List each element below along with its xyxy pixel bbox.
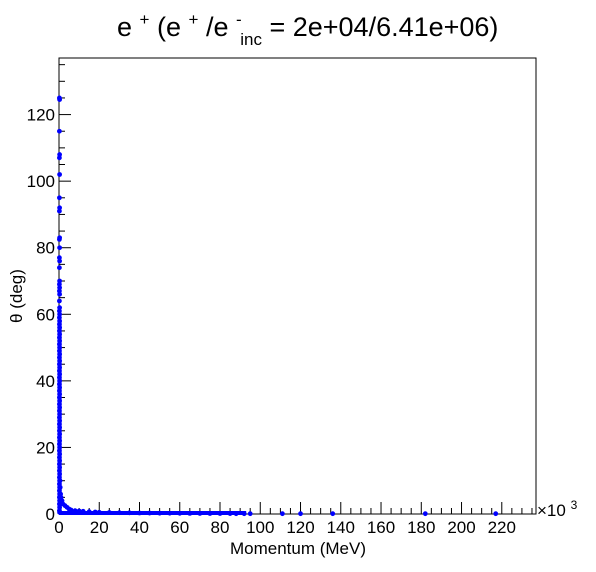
x-tick-label: 60: [170, 518, 189, 537]
data-point: [57, 172, 63, 177]
x-tick-label: 100: [246, 518, 274, 537]
data-point: [57, 195, 62, 201]
axis-ticks: [58, 64, 533, 515]
title-tail: = 2e+04/6.41e+06): [269, 12, 498, 42]
y-tick-label: 40: [36, 372, 55, 391]
data-point: [280, 511, 285, 517]
x-tick-label: 40: [130, 518, 149, 537]
data-point: [57, 97, 63, 103]
x-tick-label: 140: [327, 518, 355, 537]
data-point: [330, 511, 336, 517]
data-point: [57, 298, 62, 304]
y-tick-label: 0: [46, 505, 55, 524]
y-tick-label: 100: [27, 172, 55, 191]
data-point: [57, 265, 62, 271]
data-point: [422, 511, 428, 517]
x-tick-label: 80: [211, 518, 230, 537]
y-axis-title: θ (deg): [7, 269, 26, 323]
data-point: [57, 245, 63, 251]
y-tick-label: 80: [36, 239, 55, 258]
data-point: [493, 511, 499, 517]
title-slash: /e: [206, 12, 229, 42]
title-sup-3: -: [236, 10, 242, 29]
data-point: [247, 511, 253, 517]
x-tick-label: 200: [447, 518, 475, 537]
data-points: [57, 95, 499, 517]
plot-frame: [58, 57, 537, 515]
chart-title: e + (e + /e - inc = 2e+04/6.41e+06): [117, 1, 498, 51]
data-point: [298, 511, 303, 517]
x-tick-label: 20: [90, 518, 109, 537]
y-tick-label: 120: [27, 106, 55, 125]
data-point: [57, 208, 62, 214]
title-sub: inc: [240, 30, 262, 49]
x-tick-label: 160: [367, 518, 395, 537]
x-exponent-base: ×10: [537, 501, 566, 520]
data-point: [57, 128, 62, 134]
title-base: e: [117, 12, 132, 42]
x-tick-labels: 0 20 40 60 80 100 120 140 160 180 200 220: [54, 518, 516, 537]
x-tick-label: 180: [407, 518, 435, 537]
y-tick-labels: 0 20 40 60 80 100 120: [27, 106, 55, 524]
data-point: [57, 291, 63, 297]
x-exponent-power: 3: [571, 498, 578, 512]
x-exponent-label: ×10 3: [537, 498, 578, 520]
y-tick-label: 60: [36, 305, 55, 324]
x-axis-title: Momentum (MeV): [230, 539, 366, 558]
data-point: [57, 237, 62, 242]
data-point: [57, 258, 63, 264]
data-point: [57, 155, 62, 161]
title-sup-1: +: [140, 10, 150, 29]
x-tick-label: 220: [488, 518, 516, 537]
x-tick-label: 0: [54, 518, 63, 537]
title-mid: (e: [157, 12, 181, 42]
x-tick-label: 120: [286, 518, 314, 537]
y-tick-label: 20: [36, 438, 55, 457]
title-sup-2: +: [189, 10, 199, 29]
